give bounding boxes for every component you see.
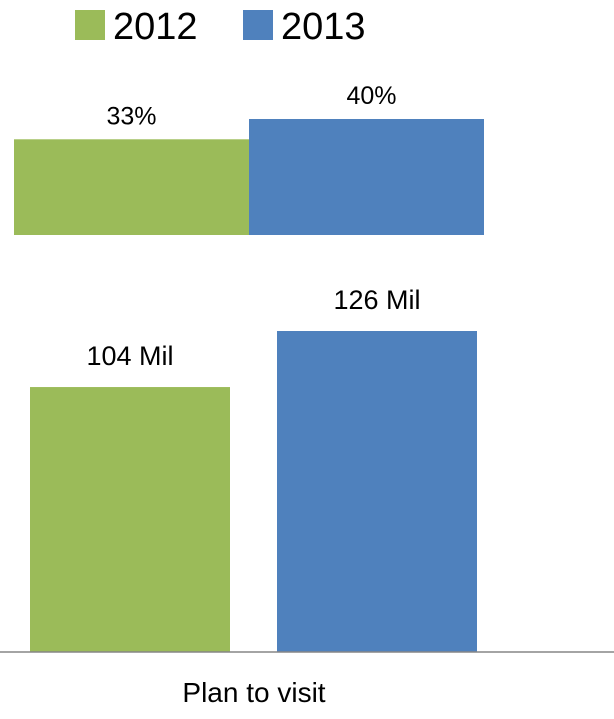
percent-data-label-2012: 33% — [106, 102, 156, 130]
visitors-data-label-2012: 104 Mil — [86, 341, 173, 371]
legend-swatch-2013 — [243, 10, 273, 40]
visitors-bar-2012 — [30, 387, 230, 652]
percent-bar-2012 — [14, 139, 249, 235]
legend-label-2013: 2013 — [281, 6, 366, 48]
legend: 2012 2013 — [75, 6, 366, 48]
percent-bar-2013 — [249, 119, 484, 235]
legend-swatch-2012 — [75, 10, 105, 40]
percent-data-label-2013: 40% — [346, 82, 396, 110]
visitors-chart: 104 Mil 126 Mil Plan to visit — [0, 285, 614, 708]
x-axis-category-label: Plan to visit — [182, 677, 325, 708]
legend-label-2012: 2012 — [113, 6, 198, 48]
percent-chart: 33% 40% — [14, 82, 484, 235]
visitors-data-label-2013: 126 Mil — [333, 285, 420, 315]
visitors-bar-2013 — [277, 331, 477, 652]
